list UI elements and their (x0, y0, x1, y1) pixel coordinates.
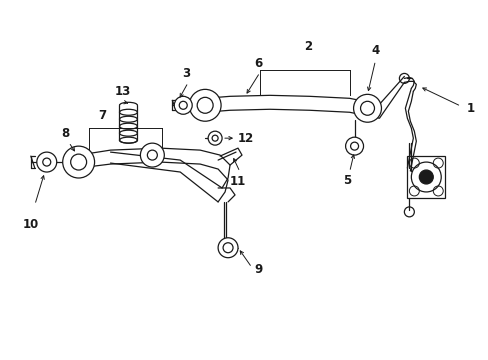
Circle shape (350, 142, 358, 150)
Text: 13: 13 (114, 85, 130, 98)
Circle shape (223, 243, 233, 253)
Text: 9: 9 (253, 263, 262, 276)
Text: 8: 8 (61, 127, 70, 140)
Text: 7: 7 (98, 109, 106, 122)
Text: 1: 1 (466, 102, 474, 115)
Text: 11: 11 (229, 175, 245, 188)
Text: 4: 4 (370, 45, 379, 58)
Text: 2: 2 (303, 40, 311, 54)
Circle shape (174, 96, 192, 114)
Text: 3: 3 (182, 67, 190, 80)
Circle shape (37, 152, 57, 172)
Circle shape (71, 154, 86, 170)
Text: 5: 5 (343, 174, 351, 187)
Circle shape (419, 170, 432, 184)
Circle shape (212, 135, 218, 141)
Circle shape (189, 89, 221, 121)
Circle shape (62, 146, 94, 178)
Circle shape (353, 94, 381, 122)
Circle shape (179, 101, 187, 109)
Circle shape (42, 158, 51, 166)
Circle shape (218, 238, 238, 258)
Text: 10: 10 (22, 218, 39, 231)
Text: 6: 6 (253, 58, 262, 71)
Circle shape (197, 97, 213, 113)
Circle shape (345, 137, 363, 155)
Circle shape (140, 143, 164, 167)
Text: 12: 12 (238, 132, 254, 145)
Bar (407, 156, 444, 198)
Circle shape (208, 131, 222, 145)
Circle shape (360, 101, 374, 115)
Circle shape (147, 150, 157, 160)
